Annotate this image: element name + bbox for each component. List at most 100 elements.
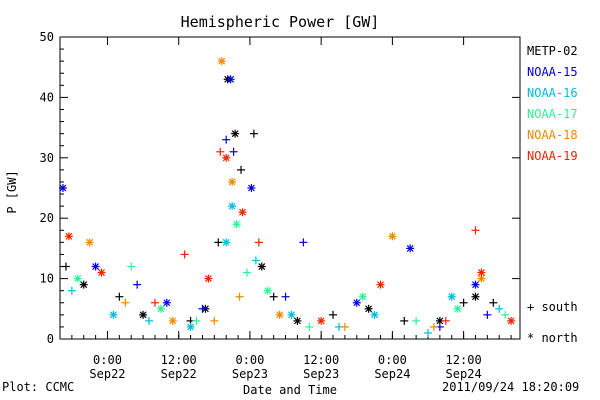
- data-point: [109, 310, 118, 319]
- data-point: [180, 250, 189, 259]
- data-point: [210, 316, 219, 325]
- data-point: [198, 304, 207, 313]
- data-point: [249, 129, 258, 138]
- data-point: [237, 165, 246, 174]
- data-point: [257, 262, 266, 271]
- data-point: [238, 208, 247, 217]
- legend: METP-02 NOAA-15 NOAA-16 NOAA-17 NOAA-18 NOAA-…: [527, 44, 578, 163]
- plot-frame: [59, 36, 521, 340]
- data-point: [287, 310, 296, 319]
- data-point: [97, 268, 106, 277]
- data-point: [139, 310, 148, 319]
- x-tick-label-date: Sep23: [303, 367, 339, 381]
- data-point: [216, 147, 225, 156]
- data-point: [226, 75, 235, 84]
- data-point: [217, 57, 226, 66]
- y-axis: 0 10 20 30 40 50: [40, 30, 520, 346]
- data-point: [156, 304, 165, 313]
- data-point: [222, 153, 231, 162]
- data-point: [329, 310, 338, 319]
- x-tick-label-time: 12:00: [303, 353, 339, 367]
- data-point: [251, 256, 260, 265]
- data-point: [471, 280, 480, 289]
- data-point: [186, 322, 195, 331]
- data-point: [222, 238, 231, 247]
- legend-entry: NOAA-18: [527, 128, 578, 142]
- data-point: [471, 226, 480, 235]
- data-point: [317, 316, 326, 325]
- data-point: [299, 238, 308, 247]
- marker-legend: + south * north: [527, 300, 578, 345]
- data-point: [447, 292, 456, 301]
- x-tick-label-time: 12:00: [446, 353, 482, 367]
- data-point: [228, 177, 237, 186]
- data-point: [73, 274, 82, 283]
- y-tick-label: 30: [40, 151, 54, 165]
- data-point: [263, 286, 272, 295]
- data-point: [235, 292, 244, 301]
- data-point: [91, 262, 100, 271]
- data-point: [192, 316, 201, 325]
- data-point: [85, 238, 94, 247]
- footer-timestamp: 2011/09/24 18:20:09: [442, 380, 580, 394]
- marker-legend-entry: + south: [527, 300, 578, 314]
- data-point: [275, 310, 284, 319]
- x-tick-label-time: 0:00: [93, 353, 122, 367]
- data-point: [232, 220, 241, 229]
- data-point: [168, 316, 177, 325]
- data-point: [115, 292, 124, 301]
- x-tick-label-date: Sep23: [232, 367, 268, 381]
- data-point: [364, 304, 373, 313]
- data-point: [412, 316, 421, 325]
- data-point: [441, 316, 450, 325]
- data-point: [459, 298, 468, 307]
- data-point: [269, 292, 278, 301]
- y-tick-label: 50: [40, 30, 54, 44]
- data-point: [231, 129, 240, 138]
- data-point: [229, 147, 238, 156]
- data-point: [388, 232, 397, 241]
- data-point: [424, 328, 432, 337]
- data-point: [61, 262, 70, 271]
- data-points: [58, 57, 516, 337]
- data-point: [507, 316, 516, 325]
- data-point: [340, 322, 349, 331]
- x-tick-label-date: Sep22: [161, 367, 197, 381]
- x-tick-label-time: 0:00: [378, 353, 407, 367]
- x-tick-label-date: Sep22: [89, 367, 125, 381]
- legend-entry: NOAA-15: [527, 65, 578, 79]
- data-point: [121, 298, 130, 307]
- data-point: [247, 184, 256, 192]
- data-point: [79, 280, 88, 289]
- data-point: [204, 274, 213, 283]
- legend-entry: NOAA-16: [527, 86, 578, 100]
- data-point: [429, 322, 438, 331]
- chart-title: Hemispheric Power [GW]: [181, 13, 380, 31]
- data-point: [254, 238, 263, 247]
- data-point: [501, 310, 510, 319]
- data-point: [358, 292, 367, 301]
- data-point: [370, 310, 379, 319]
- x-tick-label-time: 12:00: [161, 353, 197, 367]
- legend-entry: METP-02: [527, 44, 578, 58]
- data-point: [64, 232, 73, 241]
- footer-credit: Plot: CCMC: [2, 380, 75, 394]
- data-point: [471, 292, 480, 301]
- data-point: [222, 135, 231, 144]
- data-point: [400, 316, 409, 325]
- data-point: [281, 292, 290, 301]
- x-axis-label: Date and Time: [243, 383, 337, 397]
- legend-entry: NOAA-19: [527, 149, 578, 163]
- data-point: [58, 184, 67, 192]
- data-point: [352, 298, 361, 307]
- data-point: [150, 298, 159, 307]
- y-tick-label: 0: [47, 332, 54, 346]
- data-point: [228, 202, 237, 211]
- data-point: [293, 316, 302, 325]
- data-point: [242, 268, 251, 277]
- data-point: [127, 262, 136, 271]
- x-axis: 0:00Sep2212:00Sep220:00Sep2312:00Sep230:…: [59, 37, 512, 381]
- x-tick-label-date: Sep24: [374, 367, 410, 381]
- data-point: [305, 322, 314, 331]
